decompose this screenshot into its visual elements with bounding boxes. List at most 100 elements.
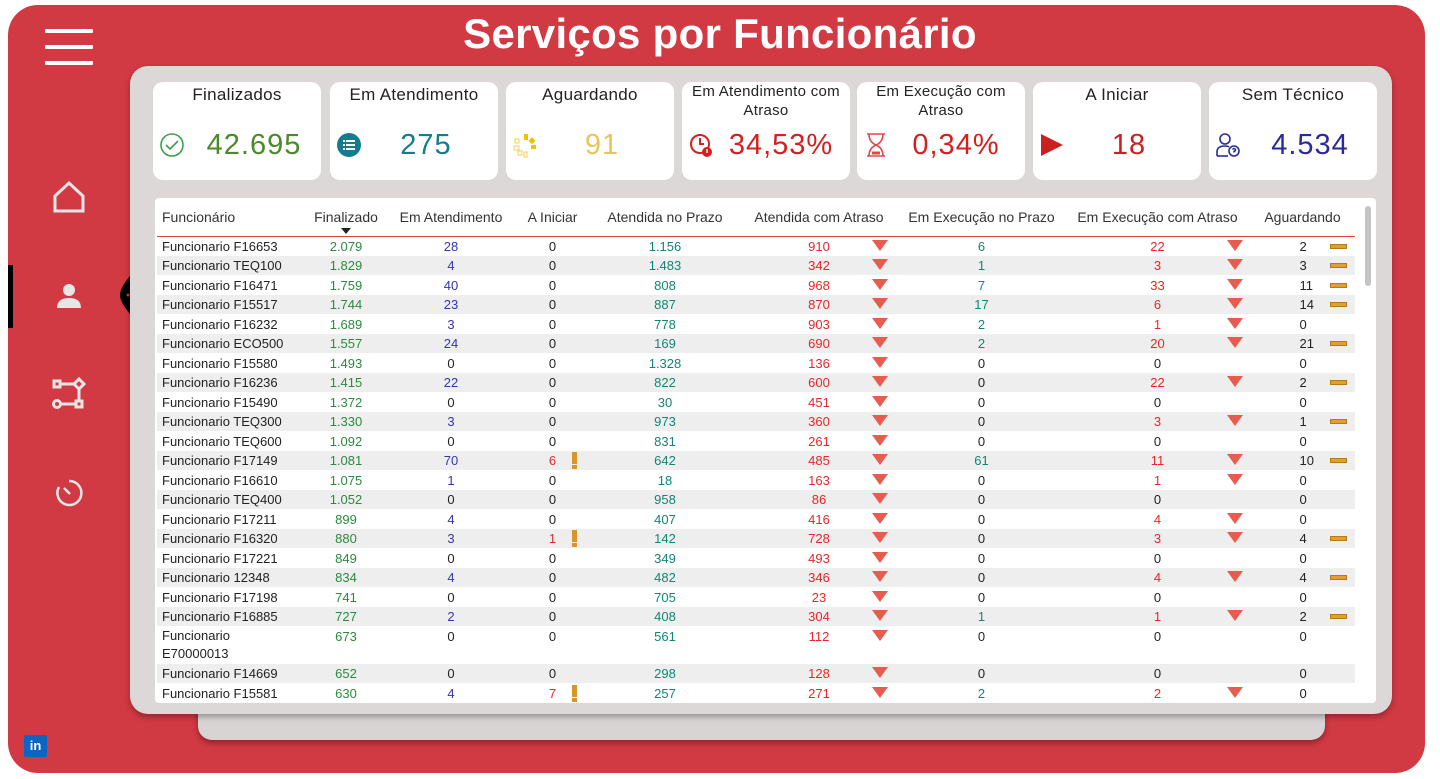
cell-em-atendimento: 4 (387, 684, 515, 704)
table-row[interactable]: Funcionario F16885 727 2 0 408 304 1 1 2 (157, 606, 1355, 627)
cell-finalizado: 1.372 (305, 392, 387, 412)
warning-icon (572, 529, 577, 547)
table-row[interactable]: Funcionario F15490 1.372 0 0 30 451 0 0 0 (157, 392, 1355, 412)
cell-value: 0 (447, 628, 455, 644)
cell-value: 0 (447, 666, 455, 681)
cell-value: 4 (447, 511, 455, 527)
column-header[interactable]: Em Atendimento (387, 198, 515, 237)
cell-value: 22 (443, 374, 459, 390)
cell-value: 0 (1299, 589, 1307, 605)
vertical-scrollbar[interactable] (1365, 206, 1371, 286)
user-icon[interactable] (48, 275, 90, 317)
table-row[interactable]: Funcionario ECO500 1.557 24 0 169 690 2 20 21 (157, 333, 1355, 354)
timer-icon[interactable] (48, 472, 90, 514)
cell-value: 0 (548, 238, 557, 254)
table-row[interactable]: Funcionario F16232 1.689 3 0 778 903 2 1 0 (157, 314, 1355, 334)
table-row[interactable]: Funcionario F17149 1.081 70 6 642 485 61 11 10 (157, 450, 1355, 471)
cell-em-execucao-com-atraso: 22 (1065, 372, 1250, 393)
down-arrow-icon (1227, 453, 1243, 465)
cell-em-atendimento: 0 (387, 626, 515, 664)
home-icon[interactable] (48, 176, 90, 218)
cell-atendida-no-prazo: 808 (590, 275, 740, 295)
column-header[interactable]: Em Execução com Atraso (1065, 198, 1250, 237)
kpi-value: 91 (584, 129, 620, 161)
down-arrow-icon (1227, 317, 1243, 329)
cell-aguardando: 2 (1250, 236, 1355, 256)
table-row[interactable]: Funcionario F16471 1.759 40 0 808 968 7 33 11 (157, 275, 1355, 295)
cell-value: 1 (447, 472, 455, 488)
column-header[interactable]: Funcionário (157, 198, 305, 237)
cell-employee: Funcionario TEQ100 (157, 255, 305, 276)
cell-atendida-com-atraso: 910 (740, 236, 898, 256)
cell-value: 0 (447, 550, 455, 566)
cell-atendida-no-prazo: 482 (590, 567, 740, 588)
column-header[interactable]: Em Execução no Prazo (898, 198, 1065, 237)
cell-value: 0 (548, 491, 557, 507)
cell-value: 0 (548, 335, 557, 351)
cell-value: 0 (977, 530, 986, 546)
table-row[interactable]: Funcionario TEQ300 1.330 3 0 973 360 0 3 1 (157, 411, 1355, 432)
cell-atendida-no-prazo: 142 (590, 528, 740, 549)
table-row[interactable]: Funcionario F15581 630 4 7 257 271 2 2 0 (157, 684, 1355, 704)
table-row[interactable]: Funcionario F15580 1.493 0 0 1.328 136 0 0 0 (157, 353, 1355, 373)
cell-value: 1.075 (329, 472, 363, 488)
table-row[interactable]: Funcionario F17221 849 0 0 349 493 0 0 0 (157, 548, 1355, 568)
column-header[interactable]: Atendida com Atraso (740, 198, 898, 237)
table-row[interactable]: Funcionario TEQ100 1.829 4 0 1.483 342 1 3 3 (157, 255, 1355, 276)
cell-a-iniciar: 0 (515, 606, 590, 627)
workflow-icon[interactable] (48, 373, 90, 415)
cell-value: 0 (447, 355, 455, 371)
cell-em-atendimento: 3 (387, 314, 515, 334)
cell-em-execucao-no-prazo: 0 (898, 470, 1065, 490)
cell-atendida-no-prazo: 18 (590, 470, 740, 490)
linkedin-icon[interactable]: in (24, 735, 47, 757)
cell-value: Funcionario F17221 (162, 550, 278, 566)
table-row[interactable]: Funcionario 12348 834 4 0 482 346 0 4 4 (157, 567, 1355, 588)
kpi-value: 34,53% (728, 129, 834, 161)
down-arrow-icon (1227, 278, 1243, 290)
cell-value: 973 (654, 413, 676, 429)
cell-employee: Funcionario F17211 (157, 509, 305, 529)
column-header[interactable]: Atendida no Prazo (590, 198, 740, 237)
cell-value: 4 (447, 257, 455, 273)
cell-value: 271 (808, 686, 830, 701)
kpi-card-finalizados: Finalizados 42.695 (153, 82, 321, 180)
column-header[interactable]: Finalizado (305, 198, 387, 237)
cell-em-execucao-com-atraso: 1 (1065, 314, 1250, 334)
cell-value: 1.829 (329, 257, 363, 273)
table-row[interactable]: Funcionario F15517 1.744 23 0 887 870 17 6 14 (157, 294, 1355, 315)
table-row[interactable]: Funcionario TEQ600 1.092 0 0 831 261 0 0 0 (157, 431, 1355, 451)
table-row[interactable]: Funcionario F16610 1.075 1 0 18 163 0 1 0 (157, 470, 1355, 490)
cell-em-atendimento: 4 (387, 567, 515, 588)
table-row[interactable]: Funcionario F16320 880 3 1 142 728 0 3 4 (157, 528, 1355, 549)
cell-a-iniciar: 0 (515, 333, 590, 354)
down-arrow-icon (872, 258, 888, 270)
table-row[interactable]: Funcionario F14669 652 0 0 298 128 0 0 0 (157, 664, 1355, 684)
down-arrow-icon (1227, 570, 1243, 582)
cell-value: 22 (1150, 374, 1165, 390)
cell-value: Funcionario F15580 (162, 355, 278, 371)
cell-atendida-com-atraso: 360 (740, 411, 898, 432)
column-header[interactable]: A Iniciar (515, 198, 590, 237)
column-header[interactable]: Aguardando (1250, 198, 1355, 237)
cell-value: 0 (977, 589, 986, 605)
table-row[interactable]: Funcionario E70000013 673 0 0 561 112 0 0 0 (157, 626, 1355, 664)
table-row[interactable]: Funcionario F17198 741 0 0 705 23 0 0 0 (157, 587, 1355, 607)
cell-em-atendimento: 3 (387, 528, 515, 549)
neutral-bar-icon (1330, 262, 1347, 268)
cell-value: 0 (447, 589, 455, 605)
table-row[interactable]: Funcionario TEQ400 1.052 0 0 958 86 0 0 0 (157, 489, 1355, 510)
cell-value: 4 (1299, 569, 1307, 585)
cell-finalizado: 1.557 (305, 333, 387, 354)
table-row[interactable]: Funcionario F16653 2.079 28 0 1.156 910 6 22 2 (157, 236, 1355, 256)
menu-icon[interactable] (45, 29, 93, 65)
cell-finalizado: 1.092 (305, 431, 387, 451)
cell-value: 342 (808, 257, 830, 273)
cell-value: 2 (1299, 238, 1307, 254)
table-row[interactable]: Funcionario F17211 899 4 0 407 416 0 4 0 (157, 509, 1355, 529)
cell-value: 169 (654, 335, 676, 351)
down-arrow-icon (872, 395, 888, 407)
table-row[interactable]: Funcionario F16236 1.415 22 0 822 600 0 22 2 (157, 372, 1355, 393)
cell-value: 1.689 (329, 316, 363, 332)
cell-finalizado: 1.744 (305, 294, 387, 315)
